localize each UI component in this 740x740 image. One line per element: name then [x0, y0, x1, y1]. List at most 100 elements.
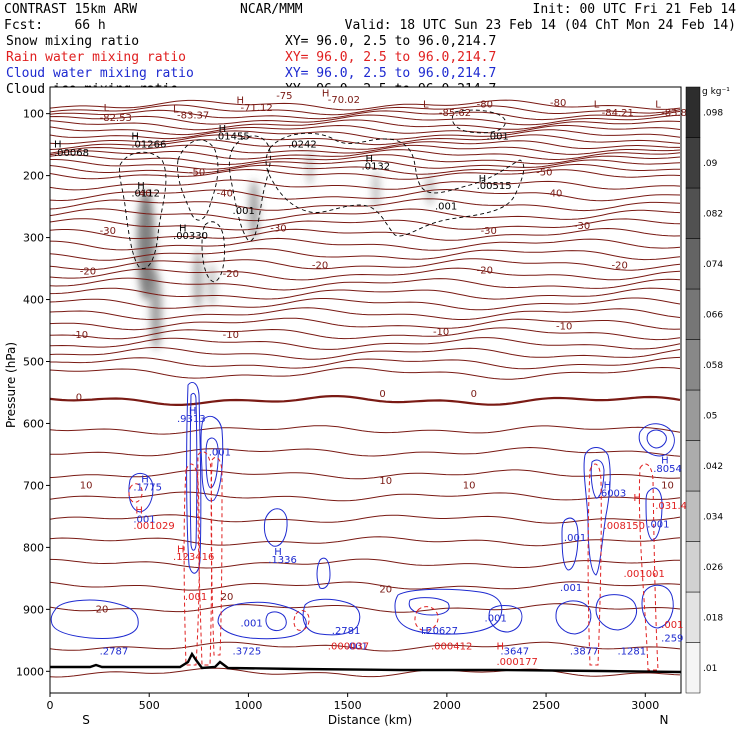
cloud-water-contour [645, 487, 663, 541]
colorbar-label: .098 [703, 108, 723, 118]
temperature-label: -85.62 [439, 108, 471, 119]
rain-water-label: .123416 [173, 552, 214, 563]
temperature-label: -82.53 [100, 113, 132, 124]
temperature-label: -40 [546, 189, 562, 200]
cloud-ice-label: H [137, 181, 145, 192]
cloud-water-contour [394, 588, 503, 635]
rain-water-label: H [496, 642, 504, 653]
colorbar-swatch [685, 238, 701, 290]
temperature-label: L [655, 99, 661, 110]
cloud-water-label: .9313 [177, 414, 206, 425]
cloud-water-label: .1281 [618, 647, 647, 658]
temperature-label: -50 [536, 168, 552, 179]
rain-water-contour [210, 456, 223, 656]
snow-blob [137, 190, 155, 300]
y-axis: 100 200 300 400 500 600 700 800 900 1000 [16, 108, 50, 678]
colorbar-swatch [685, 86, 701, 138]
colorbar-label: .034 [703, 512, 723, 522]
colorbar-label: .018 [703, 613, 723, 623]
y-tick-label: 600 [23, 417, 44, 430]
cloud-water-label: .8054 [653, 464, 682, 475]
isotherm-line [50, 237, 681, 251]
x-tick-label: 1000 [234, 699, 262, 712]
temperature-label: -20 [612, 261, 628, 272]
rain-water-label: .000412 [431, 642, 472, 653]
isotherm-line [50, 119, 681, 131]
cloud-water-label: .001 [240, 619, 262, 630]
cloud-ice-label: .00515 [477, 181, 512, 192]
temperature-label: L [594, 99, 600, 110]
isotherm-line [50, 129, 681, 140]
temperature-label: -20 [477, 266, 493, 277]
cloud-water-contour [128, 473, 154, 513]
isotherm-line [50, 347, 681, 360]
temperature-label: 20 [221, 592, 234, 603]
cloud-water-label: .2787 [100, 647, 129, 658]
cloud-ice-label: .00068 [54, 148, 89, 159]
temperature-label: 10 [80, 481, 93, 492]
rain-water-label: H [633, 493, 641, 504]
cloud-water-label: .001 [560, 583, 582, 594]
y-tick-label: 1000 [16, 665, 44, 678]
y-tick-label: 700 [23, 479, 44, 492]
isotherm-line [50, 227, 681, 241]
cloud-water-contour [555, 600, 592, 635]
cloud-water-label: .1336 [268, 555, 297, 566]
cloud-water-label: .001 [485, 614, 507, 625]
cloud-water-contour [263, 508, 288, 547]
isotherm-line [50, 208, 681, 222]
isotherm-line [50, 446, 681, 457]
temperature-label: -10 [556, 321, 572, 332]
isotherm-line [50, 248, 681, 261]
cloud-ice-label: .0242 [288, 140, 317, 151]
colorbar-swatch [685, 137, 701, 189]
rain-water-contour [638, 463, 659, 671]
y-tick-label: 300 [23, 232, 44, 245]
colorbar-unit: g kg⁻¹ [702, 87, 730, 97]
cloud-water-label: .001 [647, 520, 669, 531]
cloud-ice-label: H [54, 140, 62, 151]
cloud-water-contour [316, 557, 331, 589]
isotherm-line [50, 287, 681, 300]
isotherm-line [50, 317, 681, 331]
temperature-label: -80 [550, 98, 566, 109]
cloud-water-contour [217, 601, 307, 640]
temperature-label: -75 [276, 91, 292, 102]
x-tick-label: 2000 [433, 699, 461, 712]
temperature-label: L [423, 99, 429, 110]
cloud-water-contour [302, 598, 361, 636]
y-tick-label: 900 [23, 603, 44, 616]
cloud-ice-label: .0132 [362, 161, 391, 172]
y-tick-label: 800 [23, 541, 44, 554]
cloud-water-label: .001 [209, 448, 231, 459]
colorbar-label: .042 [703, 462, 723, 472]
colorbar-label: .09 [703, 159, 718, 169]
temperature-label: -50 [189, 168, 205, 179]
colorbar-swatch [685, 187, 701, 239]
temperature-label: -10 [223, 330, 239, 341]
isotherm-line [50, 109, 681, 121]
cloud-ice-label: .001 [233, 206, 255, 217]
isotherm-line [50, 218, 681, 231]
rain-water-contours [128, 451, 659, 671]
isotherm-line [50, 667, 681, 678]
cloud-water-contour [641, 584, 674, 629]
isotherm-line [50, 469, 681, 480]
isotherm-line [50, 114, 681, 126]
cloud-ice-label: .0112 [131, 189, 160, 200]
plot-frame [49, 86, 682, 694]
cloud-ice-label: H [219, 124, 227, 135]
rain-water-label: .031.42 [655, 501, 693, 512]
cloud-water-contour [50, 599, 139, 639]
header-center: NCAR/MMM [240, 2, 303, 17]
colorbar-swatch [685, 591, 701, 643]
cloud-ice-contour [177, 139, 219, 221]
isotherm-line [50, 337, 681, 350]
snow-blob [193, 250, 203, 310]
colorbar: .01 .018 .026 .034 .042 .05 .058 .066 .074 .082 .0… [685, 86, 730, 694]
cloud-ice-label: H [366, 154, 374, 165]
x-tick-label: 1500 [334, 699, 362, 712]
isotherm-line [50, 99, 681, 111]
temperature-label: -20 [312, 261, 328, 272]
isotherm-line [50, 188, 681, 202]
